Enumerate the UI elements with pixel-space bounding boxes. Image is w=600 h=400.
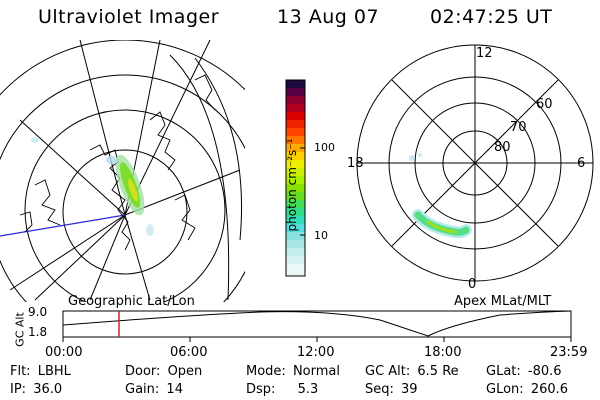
coastline [89,144,131,251]
meridian-line [89,214,126,301]
gc-alt-value: 6.5 Re [417,364,459,379]
status-glat: GLat: -80.6 [486,364,562,379]
dsp-label: Dsp: [246,382,276,397]
timeline-y-tick-top: 9.0 [28,305,48,319]
polar-mlt-label-18: 18 [347,156,364,171]
meridian-line [34,214,126,301]
timeline-x-tick-1200: 12:00 [297,345,335,360]
glon-value: 260.6 [530,382,569,397]
latitude-arc [194,57,243,241]
latitude-arc [62,149,188,275]
polar-lat-label-70: 70 [510,120,527,135]
meridian-line [19,119,126,216]
coastline [194,74,216,111]
timeline-x-tick-0600: 06:00 [170,345,208,360]
door-value: Open [167,364,203,379]
time-label: 02:47:25 UT [430,6,553,28]
polar-mlt-label-6: 6 [577,156,586,171]
status-gain: Gain: 14 [125,382,183,397]
glat-label: GLat: [486,364,521,379]
timeline-axis-label: GC Alt [13,312,27,347]
status-dsp: Dsp: 5.3 [246,382,318,397]
aurora-emission-polar [409,153,472,239]
glat-value: -80.6 [527,364,562,379]
colorbar [285,79,306,277]
gain-label: Gain: [125,382,160,397]
timeline-y-tick-bottom: 1.8 [28,325,48,339]
meridian-line [9,214,126,291]
seq-value: 39 [401,382,418,397]
polar-mlt-label-0: 0 [468,277,477,292]
mode-label: Mode: [246,364,286,379]
status-gc-alt: GC Alt: 6.5 Re [365,364,459,379]
colorbar-tick-10: 10 [314,229,328,242]
meridian-line [124,214,151,301]
coastline [149,111,176,171]
mode-value: Normal [292,364,340,379]
polar-lat-label-60: 60 [536,97,553,112]
door-label: Door: [125,364,161,379]
latitude-arc [169,54,230,301]
satellite-track-line [0,214,126,237]
timeline-right-title: Apex MLat/MLT [454,294,552,309]
coastline [19,211,33,233]
altitude-timeline [62,310,572,342]
status-mode: Mode: Normal [246,364,340,379]
gain-value: 14 [166,382,183,397]
glon-label: GLon: [486,382,524,397]
latitude-arc [0,74,245,302]
coastline [174,194,196,241]
timeline-x-tick-1800: 18:00 [424,345,462,360]
latitude-arc [24,109,226,302]
gc-alt-label: GC Alt: [365,364,411,379]
polar-mlt-label-12: 12 [476,46,493,61]
timeline-x-tick-0000: 00:00 [45,345,83,360]
status-ip: IP: 36.0 [10,382,62,397]
instrument-title: Ultraviolet Imager [38,6,220,28]
timeline-left-title: Geographic Lat/Lon [68,294,195,309]
filter-label: Flt: [10,364,31,379]
coastline [34,179,61,226]
status-glon: GLon: 260.6 [486,382,568,397]
dsp-value: 5.3 [297,382,319,397]
aurora-emission-geographic [31,137,154,236]
status-door: Door: Open [125,364,202,379]
status-filter: Flt: LBHL [10,364,71,379]
seq-label: Seq: [365,382,394,397]
filter-value: LBHL [37,364,71,379]
colorbar-tick-100: 100 [314,141,335,154]
ip-label: IP: [10,382,27,397]
ip-value: 36.0 [33,382,63,397]
altitude-curve [62,310,572,337]
timeline-x-tick-2359: 23:59 [550,345,588,360]
meridian-line [79,40,126,216]
polar-plot [356,44,594,282]
polar-lat-label-80: 80 [494,140,511,155]
status-seq: Seq: 39 [365,382,418,397]
date-label: 13 Aug 07 [277,6,380,28]
colorbar-unit-label: photon cm⁻²s⁻¹ [285,138,299,232]
